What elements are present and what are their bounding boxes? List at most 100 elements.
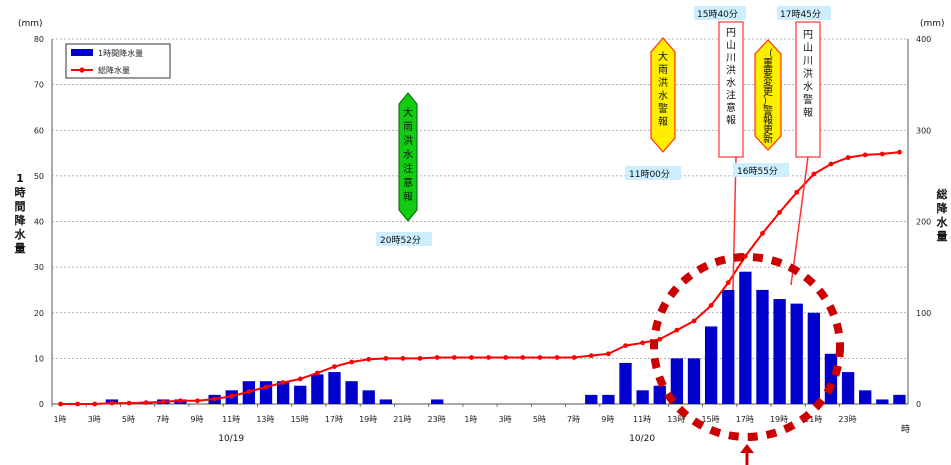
cumulative-point [537,355,543,360]
rain-bar [790,303,803,404]
left-tick-label: 70 [34,81,44,90]
rain-bar [345,381,358,404]
right-axis-title: 総降水量 [937,187,949,243]
cumulative-point [520,355,526,360]
cumulative-point [897,149,902,155]
x-tick-label: 21時 [804,415,822,424]
x-tick-label: 7時 [567,415,580,424]
cumulative-point [195,398,200,404]
annotation-char: 洪 [803,68,813,80]
rain-bar [841,372,855,404]
cumulative-point [469,355,474,360]
advisory-hexagon [398,92,418,222]
left-axis-unit: (mm) [18,19,43,29]
annotation-char: 警 [763,104,773,117]
annotation-char: 雨 [403,122,413,133]
rain-bar [379,399,393,404]
x-tick-label: 19時 [359,415,377,424]
maruyama-advisory-box [718,21,744,158]
cumulative-point [794,189,800,195]
annotation-char: 報 [803,107,813,119]
x-tick-label: 23時 [838,415,856,424]
cumulative-point [879,151,885,157]
cumulative-point [417,355,423,361]
maruyama-advisory-time-box [694,6,746,20]
annotation-char: 新 [763,133,773,146]
warning-hexagon [650,37,676,153]
date-label: 10/20 [629,434,655,444]
rain-bar [859,390,872,404]
annotation-char: 報 [658,116,668,128]
rain-bar [431,399,444,404]
x-tick-label: 11時 [222,415,240,424]
legend-bar-swatch [71,49,93,56]
left-axis-ticks: 0 10 20 30 40 50 60 70 80 [34,35,44,409]
rain-bar [259,381,273,404]
maruyama-warning-time-box [777,6,831,20]
x-tick-label: 17時 [325,415,343,424]
x-tick-label: 9時 [190,415,203,424]
rain-bar [328,372,341,404]
annotation-char: ） [763,96,773,108]
right-tick-label: 200 [916,218,931,227]
x-tick-label: 7時 [156,415,169,424]
cumulative-point [246,389,252,395]
x-tick-label: 15時 [291,415,309,424]
annotation-char: 注 [403,162,413,175]
annotation-char: 山 [726,40,736,52]
cumulative-point [845,155,851,161]
x-tick-label: 3時 [88,415,101,424]
cumulative-point [126,400,132,406]
right-axis-unit: (mm) [920,19,945,29]
x-tick-label: 1時 [464,415,477,424]
x-axis-unit: 時 [901,424,910,435]
cumulative-point [640,340,646,346]
cumulative-point [434,355,440,360]
rain-bar [311,374,324,404]
left-tick-label: 30 [34,263,44,272]
maruyama-advisory-time-label: 15時40分 [697,9,738,20]
cumulative-point [623,343,628,348]
x-tick-label: 15時 [701,415,719,424]
annotation-char: 重 [763,57,773,70]
warning-time-box [625,166,681,180]
rain-bar [704,326,718,404]
rain-bar [687,358,701,404]
cumulative-point [58,401,63,407]
annotation-char: 意 [403,176,413,189]
advisory-time-label: 20時52分 [380,235,421,246]
left-tick-label: 40 [34,218,44,227]
annotation-char: 洪 [658,77,668,89]
annotation-char: 大 [403,106,413,119]
annotation-char: 報 [726,115,736,127]
rain-bar [739,271,752,404]
annotation-char: 山 [803,42,813,54]
update-time-label: 16時55分 [737,166,778,177]
annotation-char: 更 [763,124,773,136]
cumulative-point [811,171,817,177]
annotation-char: 水 [726,77,736,89]
cumulative-point [332,364,337,369]
x-tick-label: 21時 [393,415,411,424]
maruyama-warning-time-label: 17時45分 [780,9,821,20]
left-tick-label: 50 [34,172,44,181]
cumulative-point [777,209,782,215]
right-tick-label: 0 [916,400,921,409]
x-axis-ticks: 1時 3時 5時 7時 9時 11時 13時 15時 17時 19時 21時 23時 1時 3時 5時 7時 9… [51,404,857,424]
cumulative-point [366,356,372,362]
rain-bar [893,394,906,404]
annotation-char: 水 [403,149,413,161]
right-axis-ticks: 0 100 200 300 400 [916,35,931,409]
cumulative-point [486,355,491,360]
x-tick-label: 11時 [633,415,651,424]
bar-series [105,271,906,404]
cumulative-line [60,151,900,405]
cumulative-point [588,353,594,359]
cumulative-point [606,351,611,357]
warning-time-label: 11時00分 [629,169,670,180]
rain-bar [636,390,649,404]
cumulative-point [349,359,354,365]
rain-bar [653,385,666,404]
